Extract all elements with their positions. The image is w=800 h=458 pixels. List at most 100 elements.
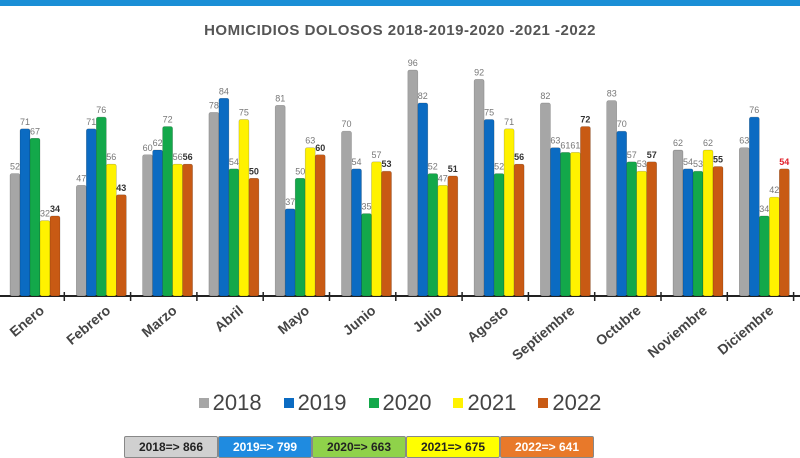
data-label: 76	[749, 105, 759, 115]
bar-2018-Septiembre	[540, 102, 551, 297]
x-tick-label: Septiembre	[509, 302, 578, 363]
bar-2022-Julio	[447, 175, 459, 297]
data-label: 71	[86, 117, 96, 127]
data-label: 92	[474, 67, 484, 77]
x-tick-label: Febrero	[63, 302, 113, 348]
data-label: 52	[428, 162, 438, 172]
bar-2020-Mayo	[294, 177, 306, 297]
bar-2019-Abril	[218, 97, 230, 297]
bar-2018-Diciembre	[738, 147, 750, 297]
data-label: 53	[637, 159, 647, 169]
legend-swatch	[198, 398, 209, 408]
x-tick-label: Noviembre	[644, 302, 710, 361]
data-label: 56	[514, 152, 524, 162]
data-label: 55	[713, 155, 723, 165]
total-2022: 2022=> 641	[500, 436, 594, 458]
total-2020: 2020=> 663	[312, 436, 406, 458]
bar-2019-Diciembre	[748, 116, 760, 297]
bar-2018-Enero	[9, 173, 21, 297]
data-label: 96	[408, 58, 418, 68]
bar-2021-Septiembre	[570, 152, 581, 297]
bar-2021-Noviembre	[702, 149, 714, 297]
data-label: 82	[540, 91, 550, 101]
legend-label: 2018	[212, 390, 262, 415]
legend-label: 2022	[552, 390, 602, 415]
data-label: 70	[617, 119, 627, 129]
bar-2020-Enero	[29, 137, 41, 297]
data-label: 37	[285, 197, 295, 207]
bar-2020-Diciembre	[758, 215, 770, 297]
data-label: 50	[295, 166, 305, 176]
bar-2018-Julio	[407, 69, 419, 297]
data-label: 56	[173, 152, 183, 162]
data-label: 72	[580, 115, 590, 125]
bar-2018-Abril	[208, 112, 220, 297]
chart-title: HOMICIDIOS DOLOSOS 2018-2019-2020 -2021 …	[204, 22, 596, 39]
bar-2021-Julio	[437, 185, 449, 297]
data-label: 56	[183, 152, 193, 162]
legend-swatch	[453, 398, 464, 408]
bar-2019-Noviembre	[682, 168, 694, 297]
data-label: 54	[229, 157, 239, 167]
data-label: 54	[779, 157, 789, 167]
bar-2020-Abril	[228, 168, 240, 297]
data-label: 71	[504, 117, 514, 127]
x-tick-label: Diciembre	[714, 302, 776, 358]
bar-2018-Junio	[341, 130, 352, 297]
bar-2018-Agosto	[473, 79, 485, 297]
bar-2020-Septiembre	[560, 152, 571, 297]
total-2019: 2019=> 799	[218, 436, 312, 458]
data-label: 62	[703, 138, 713, 148]
x-tick-label: Agosto	[464, 302, 511, 345]
legend-item-2018: 2018	[198, 390, 262, 416]
data-label: 60	[143, 143, 153, 153]
bar-2021-Mayo	[304, 147, 316, 297]
legend-item-2022: 2022	[538, 390, 601, 416]
data-label: 62	[153, 138, 163, 148]
legend: 2018 2019 2020 2021 2022	[0, 390, 800, 416]
data-label: 63	[739, 136, 749, 146]
legend-item-2021: 2021	[453, 390, 516, 416]
x-tick-label: Marzo	[138, 302, 179, 340]
bar-2019-Junio	[351, 168, 362, 297]
data-label: 81	[275, 93, 285, 103]
data-label: 78	[209, 100, 219, 110]
bar-2022-Febrero	[116, 194, 127, 297]
bar-2022-Enero	[49, 215, 61, 297]
bar-2020-Agosto	[493, 173, 505, 297]
data-label: 75	[484, 107, 494, 117]
bar-2019-Febrero	[86, 128, 97, 297]
bar-2022-Junio	[381, 170, 392, 297]
x-tick-label: Mayo	[275, 302, 313, 337]
legend-swatch	[538, 398, 549, 408]
data-label: 67	[30, 126, 40, 136]
data-label: 72	[163, 115, 173, 125]
data-label: 42	[769, 185, 779, 195]
bar-2021-Marzo	[172, 163, 183, 297]
bar-2019-Marzo	[152, 149, 163, 297]
bar-2020-Julio	[427, 173, 439, 297]
data-label: 60	[315, 143, 325, 153]
data-label: 71	[20, 117, 30, 127]
bar-2020-Noviembre	[692, 170, 704, 297]
data-label: 63	[305, 136, 315, 146]
bar-2022-Marzo	[182, 163, 193, 297]
data-label: 47	[76, 173, 86, 183]
bar-2018-Febrero	[76, 185, 87, 297]
x-tick-label: Junio	[340, 302, 379, 338]
data-label: 35	[361, 202, 371, 212]
bar-2020-Febrero	[96, 116, 107, 297]
data-label: 56	[106, 152, 116, 162]
data-label: 57	[627, 150, 637, 160]
data-label: 51	[448, 164, 458, 174]
data-label: 63	[550, 136, 560, 146]
data-label: 50	[249, 166, 259, 176]
bar-2022-Mayo	[314, 154, 326, 297]
data-label: 47	[438, 173, 448, 183]
bar-2022-Abril	[248, 177, 260, 297]
bar-2022-Diciembre	[778, 168, 790, 297]
data-label: 75	[239, 107, 249, 117]
top-accent-bar	[0, 0, 800, 6]
legend-label: 2020	[382, 390, 432, 415]
data-label: 82	[418, 91, 428, 101]
